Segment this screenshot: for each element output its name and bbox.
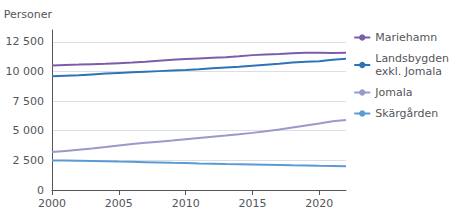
svg-text:2010: 2010 bbox=[172, 197, 200, 210]
svg-text:0: 0 bbox=[37, 184, 44, 197]
svg-text:10 000: 10 000 bbox=[6, 65, 45, 78]
svg-text:12 500: 12 500 bbox=[6, 35, 45, 48]
svg-text:5 000: 5 000 bbox=[13, 124, 45, 137]
svg-text:2000: 2000 bbox=[38, 197, 66, 210]
svg-text:Skärgården: Skärgården bbox=[375, 107, 438, 120]
svg-text:2005: 2005 bbox=[105, 197, 133, 210]
svg-text:Mariehamn: Mariehamn bbox=[375, 31, 437, 44]
svg-text:exkl. Jomala: exkl. Jomala bbox=[375, 65, 442, 78]
svg-text:2015: 2015 bbox=[238, 197, 266, 210]
svg-text:Jomala: Jomala bbox=[374, 86, 412, 99]
svg-text:2020: 2020 bbox=[305, 197, 333, 210]
svg-text:2 500: 2 500 bbox=[13, 154, 45, 167]
svg-text:7 500: 7 500 bbox=[13, 95, 45, 108]
svg-text:Landsbygden: Landsbygden bbox=[375, 52, 449, 65]
svg-text:Personer: Personer bbox=[4, 8, 53, 21]
